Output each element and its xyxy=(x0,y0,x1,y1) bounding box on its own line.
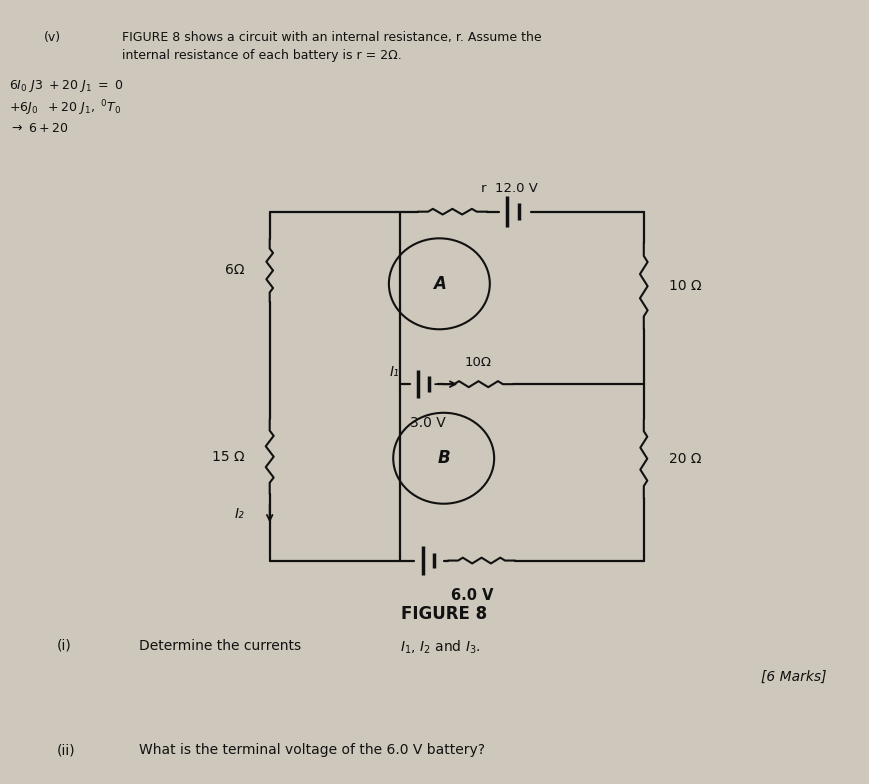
Text: 15 Ω: 15 Ω xyxy=(211,450,244,463)
Text: internal resistance of each battery is r = 2Ω.: internal resistance of each battery is r… xyxy=(122,49,401,62)
Text: 6.0 V: 6.0 V xyxy=(450,588,493,604)
Text: r  12.0 V: r 12.0 V xyxy=(480,182,537,194)
Text: FIGURE 8: FIGURE 8 xyxy=(401,605,486,622)
Text: B: B xyxy=(437,449,449,467)
Text: (i): (i) xyxy=(56,639,71,653)
Text: $\rightarrow\ 6+20$: $\rightarrow\ 6+20$ xyxy=(9,122,69,135)
Text: 10 Ω: 10 Ω xyxy=(668,279,701,293)
Text: FIGURE 8 shows a circuit with an internal resistance, r. Assume the: FIGURE 8 shows a circuit with an interna… xyxy=(122,31,541,45)
Text: I₁: I₁ xyxy=(389,365,400,379)
Text: (v): (v) xyxy=(43,31,61,45)
Text: 3.0 V: 3.0 V xyxy=(409,416,446,430)
Text: (ii): (ii) xyxy=(56,743,75,757)
Text: I₂: I₂ xyxy=(234,506,244,521)
Text: 6Ω: 6Ω xyxy=(225,263,244,278)
Text: $I_1$, $I_2$ and $I_3$.: $I_1$, $I_2$ and $I_3$. xyxy=(400,639,481,656)
Text: $+6J_0\ \ +20\ J_1,\ ^{0}T_0$: $+6J_0\ \ +20\ J_1,\ ^{0}T_0$ xyxy=(9,99,121,118)
Text: $6I_0\ J3\ +20\ J_1\ =\ 0$: $6I_0\ J3\ +20\ J_1\ =\ 0$ xyxy=(9,78,123,94)
Text: A: A xyxy=(433,275,445,292)
Text: What is the terminal voltage of the 6.0 V battery?: What is the terminal voltage of the 6.0 … xyxy=(139,743,485,757)
Text: 20 Ω: 20 Ω xyxy=(668,452,701,466)
Text: [6 Marks]: [6 Marks] xyxy=(760,670,826,684)
Text: Determine the currents: Determine the currents xyxy=(139,639,301,653)
Text: 10Ω: 10Ω xyxy=(464,356,492,368)
